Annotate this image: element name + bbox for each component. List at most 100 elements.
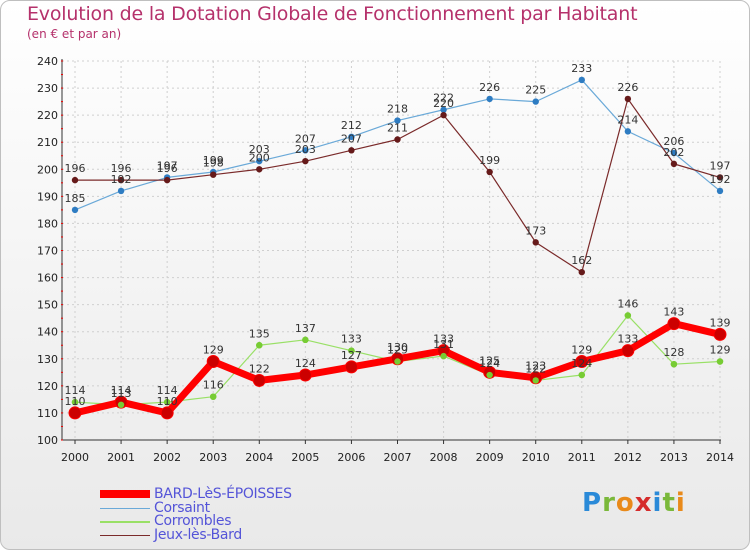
data-label: 110	[65, 395, 86, 408]
x-tick-label: 2013	[660, 451, 688, 464]
data-label: 192	[710, 173, 731, 186]
data-label: 128	[663, 346, 684, 359]
series-point-0	[206, 354, 220, 368]
series-point-3	[256, 166, 263, 173]
data-label: 220	[433, 97, 454, 110]
y-tick-label: 130	[37, 353, 58, 366]
series-point-overlay	[440, 352, 447, 360]
series-point-3	[532, 239, 539, 246]
series-point-3	[578, 268, 585, 276]
data-label: 114	[65, 384, 86, 397]
data-label: 129	[203, 343, 224, 356]
data-label: 207	[295, 132, 316, 145]
y-tick-label: 100	[37, 434, 58, 447]
x-tick-label: 2014	[706, 451, 734, 464]
series-point-overlay	[486, 371, 493, 379]
series-point-3	[117, 176, 125, 184]
series-point-1	[394, 117, 401, 124]
series-point-overlay	[532, 377, 539, 384]
series-point-3	[302, 157, 309, 165]
series-point-overlay	[394, 358, 401, 365]
series-point-3	[210, 171, 217, 178]
legend-swatch	[100, 490, 150, 498]
series-point-overlay	[670, 361, 678, 368]
series-point-1	[578, 76, 585, 84]
y-tick-label: 120	[37, 380, 58, 393]
axes: 100 110 120 130 140 150 160 170 180 190 200 210 220 2…	[37, 55, 734, 464]
legend-swatch	[100, 521, 150, 523]
data-label: 116	[203, 379, 224, 392]
data-label: 203	[249, 143, 270, 156]
series-point-1	[670, 149, 678, 157]
data-label: 124	[479, 357, 500, 370]
series-point-3	[348, 147, 355, 154]
y-tick-label: 240	[37, 55, 58, 68]
y-tick-label: 150	[37, 299, 58, 312]
data-label: 199	[203, 154, 224, 167]
series-point-0	[68, 406, 82, 420]
series-point-overlay	[578, 371, 585, 379]
data-label: 185	[65, 192, 86, 205]
data-label: 125	[479, 354, 500, 367]
series-line-1	[74, 79, 721, 211]
data-label: 129	[710, 343, 731, 356]
x-tick-label: 2003	[199, 451, 227, 464]
data-label: 207	[341, 132, 362, 145]
data-label: 162	[571, 254, 592, 267]
y-tick-label: 160	[37, 272, 58, 285]
series-point-0	[344, 360, 358, 374]
data-label: 130	[387, 341, 408, 354]
series-point-3	[440, 111, 447, 119]
data-label: 114	[157, 384, 178, 397]
y-tick-label: 190	[37, 190, 58, 203]
series-point-0	[252, 373, 266, 387]
data-label: 211	[387, 122, 408, 135]
series-point-1	[256, 157, 263, 165]
data-label: 133	[617, 333, 638, 346]
legend-label: Corsaint	[154, 499, 210, 516]
data-label: 212	[341, 119, 362, 132]
data-label: 192	[111, 173, 132, 186]
data-label: 196	[111, 162, 132, 175]
data-label: 218	[387, 103, 408, 116]
chart-subtitle: (en € et par an)	[27, 27, 122, 41]
x-tick-label: 2012	[614, 451, 642, 464]
x-tick-label: 2007	[384, 451, 412, 464]
series-point-3	[163, 176, 171, 184]
data-label: 200	[249, 151, 270, 164]
series-point-1	[348, 133, 355, 140]
series-point-1	[71, 206, 79, 214]
data-label: 122	[525, 362, 546, 375]
x-tick-label: 2004	[245, 451, 273, 464]
logo-letter: P	[582, 488, 603, 518]
series-point-3	[486, 168, 493, 176]
y-tick-label: 170	[37, 245, 58, 258]
data-label: 113	[111, 387, 132, 400]
legend-label: BARD-LèS-ÉPOISSES	[154, 486, 292, 502]
x-tick-label: 2010	[522, 451, 550, 464]
series-point-3	[71, 176, 79, 184]
y-tick-label: 180	[37, 217, 58, 230]
series-point-1	[117, 187, 125, 195]
data-label: 196	[65, 162, 86, 175]
x-tick-label: 2001	[107, 451, 135, 464]
y-tick-label: 200	[37, 163, 58, 176]
series-point-3	[716, 174, 724, 181]
logo-letter: i	[652, 488, 663, 518]
series-point-overlay	[256, 342, 263, 349]
series-point-1	[624, 128, 632, 135]
data-label: 199	[479, 154, 500, 167]
series-point-0	[298, 368, 312, 382]
y-tick-label: 140	[37, 326, 58, 339]
data-label: 143	[663, 306, 684, 319]
data-label: 206	[663, 135, 684, 148]
data-label: 196	[157, 162, 178, 175]
series-point-1	[716, 187, 724, 195]
y-tick-label: 210	[37, 136, 58, 149]
series-point-overlay	[210, 393, 217, 400]
data-label: 123	[525, 360, 546, 373]
series-point-0	[667, 317, 681, 331]
data-label: 127	[341, 349, 362, 362]
